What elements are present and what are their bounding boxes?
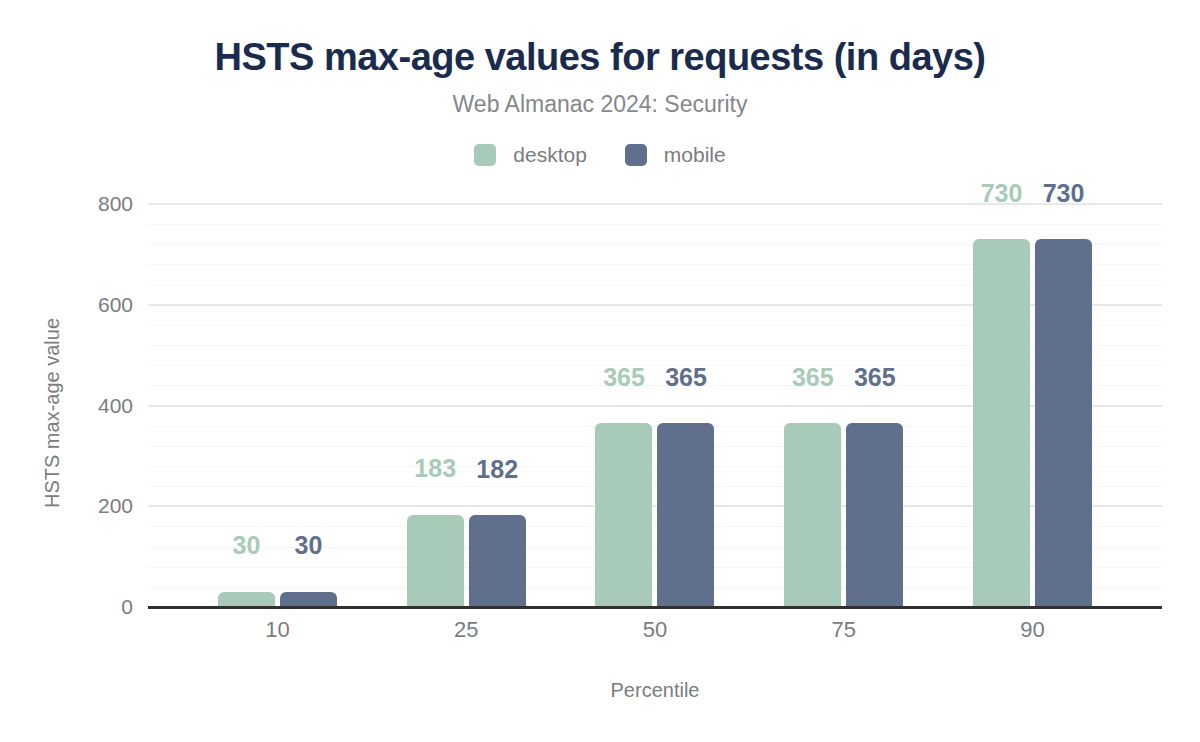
legend-swatch-desktop [474, 144, 496, 166]
bar-mobile-p10[interactable]: 30 [280, 592, 337, 607]
legend-item-desktop[interactable]: desktop [474, 143, 587, 167]
bar-value-label: 365 [854, 364, 896, 392]
legend-item-mobile[interactable]: mobile [625, 143, 726, 167]
bar-value-label: 183 [414, 455, 456, 483]
x-axis-labels: 1025507590 [148, 617, 1162, 643]
bar-desktop-p10[interactable]: 30 [218, 592, 275, 607]
bar-group-p50: 365365 [561, 204, 750, 607]
x-tick-label: 10 [183, 617, 372, 643]
y-axis-labels: 0200400600800 [0, 204, 133, 607]
bar-value-label: 365 [603, 364, 645, 392]
bar-mobile-p90[interactable]: 730 [1035, 239, 1092, 607]
x-axis-line [148, 606, 1162, 609]
legend-swatch-mobile [625, 144, 647, 166]
bar-value-label: 365 [665, 364, 707, 392]
legend-label: desktop [513, 143, 587, 167]
x-tick-label: 50 [561, 617, 750, 643]
x-tick-label: 90 [938, 617, 1127, 643]
bar-desktop-p75[interactable]: 365 [784, 423, 841, 607]
chart-subtitle: Web Almanac 2024: Security [0, 91, 1200, 118]
bar-mobile-p25[interactable]: 182 [469, 515, 526, 607]
bar-group-p75: 365365 [749, 204, 938, 607]
bar-mobile-p75[interactable]: 365 [846, 423, 903, 607]
bar-value-label: 182 [476, 456, 518, 484]
bar-desktop-p50[interactable]: 365 [595, 423, 652, 607]
legend: desktop mobile [0, 143, 1200, 167]
plot-area: 3030183182365365365365730730 [148, 204, 1162, 607]
x-tick-label: 75 [749, 617, 938, 643]
bar-group-p25: 183182 [372, 204, 561, 607]
y-tick-label: 600 [98, 293, 133, 317]
y-tick-label: 800 [98, 192, 133, 216]
bar-value-label: 30 [232, 532, 260, 560]
bar-value-label: 365 [792, 364, 834, 392]
x-axis-title: Percentile [148, 679, 1162, 702]
bar-value-label: 730 [1043, 180, 1085, 208]
bar-desktop-p25[interactable]: 183 [407, 515, 464, 607]
legend-label: mobile [664, 143, 726, 167]
y-tick-label: 200 [98, 494, 133, 518]
bar-mobile-p50[interactable]: 365 [657, 423, 714, 607]
x-tick-label: 25 [372, 617, 561, 643]
bar-group-p90: 730730 [938, 204, 1127, 607]
bar-group-p10: 30 30 [183, 204, 372, 607]
chart-container: HSTS max-age values for requests (in day… [0, 0, 1200, 742]
bar-value-label: 730 [981, 180, 1023, 208]
bar-value-label: 30 [294, 532, 322, 560]
bars-area: 3030183182365365365365730730 [148, 204, 1162, 607]
y-tick-label: 0 [121, 595, 133, 619]
y-tick-label: 400 [98, 394, 133, 418]
chart-title: HSTS max-age values for requests (in day… [0, 36, 1200, 79]
bar-desktop-p90[interactable]: 730 [973, 239, 1030, 607]
